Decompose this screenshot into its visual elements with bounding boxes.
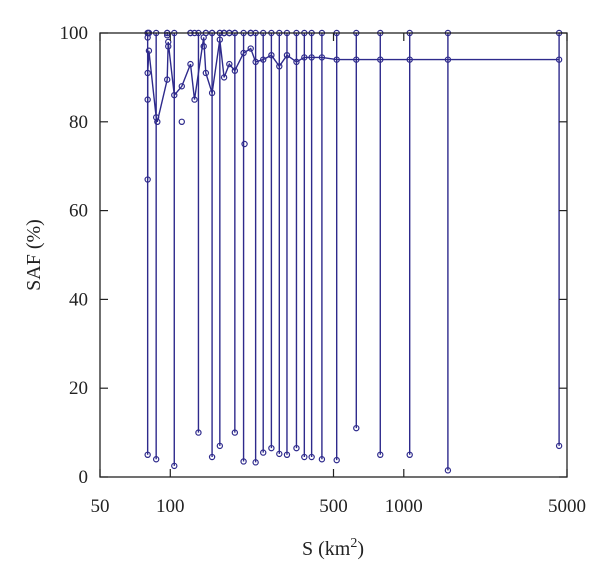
data-point (247, 45, 254, 52)
data-point (252, 58, 259, 66)
data-point (276, 63, 283, 70)
data-point (144, 69, 151, 77)
data-point (187, 60, 194, 68)
data-point (293, 58, 300, 66)
data-point (318, 54, 326, 61)
data-point (200, 34, 207, 41)
data-point (444, 56, 452, 63)
data-point (216, 442, 224, 450)
data-point (555, 56, 563, 63)
data-point (260, 449, 267, 456)
data-point (260, 56, 267, 63)
data-point (283, 52, 291, 59)
data-point (406, 56, 413, 63)
data-point (144, 451, 151, 458)
x-axis: 50 100 500 1000 5000 (91, 33, 586, 517)
data-point (171, 91, 178, 99)
y-tick-label: 0 (79, 467, 89, 488)
y-tick-label: 60 (69, 201, 88, 222)
x-axis-title: S (km2) (302, 536, 364, 560)
data-point (226, 60, 233, 68)
data-point (165, 43, 172, 50)
data-point (283, 451, 291, 458)
data-point (268, 444, 275, 452)
data-point (220, 74, 228, 81)
data-point (191, 96, 198, 103)
data-point (208, 453, 216, 461)
data-point (171, 462, 178, 470)
y-tick-label: 40 (69, 289, 88, 310)
data-point (240, 49, 247, 57)
data-point (154, 118, 161, 126)
data-point (145, 47, 153, 54)
data-point (333, 456, 340, 464)
x-axis-title-superscript: 2 (350, 536, 357, 551)
data-point (301, 54, 308, 61)
data-point (202, 69, 210, 77)
data-point (144, 96, 151, 103)
data-point (318, 456, 326, 463)
data-point (308, 54, 315, 61)
plot-frame (99, 32, 568, 478)
data-point (165, 38, 172, 46)
data-point (252, 459, 259, 466)
x-tick-label: 50 (91, 496, 110, 517)
y-axis: 0 20 40 60 80 100 (60, 23, 567, 488)
data-point (178, 83, 185, 90)
data-points (144, 29, 563, 474)
data-point (293, 444, 300, 452)
data-point (444, 467, 452, 474)
data-point (406, 451, 413, 458)
data-point (178, 118, 185, 126)
data-point (333, 56, 340, 63)
data-point (268, 52, 275, 59)
data-point (144, 34, 151, 41)
y-tick-label: 100 (60, 23, 89, 44)
data-point (208, 89, 216, 97)
data-point (301, 453, 308, 461)
y-axis-title: SAF (%) (23, 219, 45, 291)
x-axis-title-close: ) (357, 538, 364, 560)
data-point (152, 456, 160, 463)
data-point (353, 56, 360, 63)
data-point (164, 76, 171, 83)
data-point (377, 56, 384, 63)
x-tick-label: 1000 (385, 496, 423, 517)
y-tick-label: 20 (69, 378, 88, 399)
data-point (555, 442, 563, 450)
data-point (276, 450, 283, 458)
data-point (308, 453, 315, 461)
data-point (377, 451, 384, 458)
data-point (195, 429, 202, 436)
data-point (240, 458, 247, 465)
x-tick-label: 100 (156, 496, 185, 517)
data-point (241, 140, 248, 148)
data-point (231, 67, 239, 74)
x-tick-label: 500 (319, 496, 348, 517)
y-tick-label: 80 (69, 112, 88, 133)
data-point (200, 43, 207, 50)
x-tick-label: 5000 (548, 496, 586, 517)
data-point (231, 429, 239, 436)
drop-lines (146, 33, 560, 471)
data-point (144, 176, 151, 183)
data-point (216, 36, 224, 43)
data-point (353, 424, 360, 432)
